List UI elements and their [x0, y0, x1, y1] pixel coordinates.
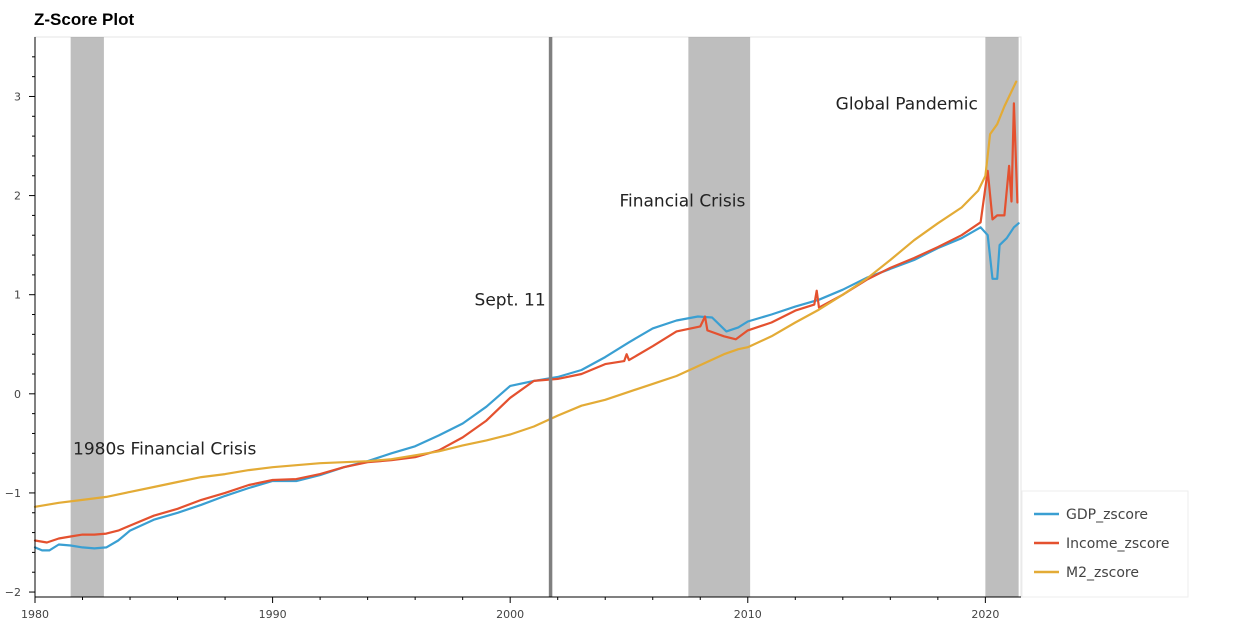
x-tick-label: 2000: [496, 608, 524, 621]
y-tick-label: 0: [14, 388, 21, 401]
annotation-label-3: Global Pandemic: [836, 94, 978, 114]
y-tick-label: 2: [14, 190, 21, 203]
chart-title: Z-Score Plot: [34, 10, 134, 29]
annotation-label-2: Financial Crisis: [619, 192, 745, 212]
x-tick-label: 1990: [259, 608, 287, 621]
legend-label-1: Income_zscore: [1066, 536, 1169, 552]
shaded-region-0: [70, 37, 104, 597]
legend: GDP_zscore Income_zscore M2_zscore: [1021, 490, 1189, 598]
legend-label-0: GDP_zscore: [1066, 507, 1148, 523]
annotation-label-1: Sept. 11: [475, 291, 546, 311]
shaded-regions: [70, 37, 1019, 597]
y-tick-label: −1: [5, 487, 21, 500]
y-tick-label: 1: [14, 289, 21, 302]
y-tick-label: −2: [5, 586, 21, 599]
axes: −2 −1 0 1 2 3 1980 1990 2000 2010 2020: [5, 37, 1021, 621]
plot-frame: [34, 36, 1022, 598]
annotations: 1980s Financial Crisis Sept. 11 Financial …: [73, 94, 978, 459]
annotation-label-0: 1980s Financial Crisis: [73, 439, 257, 459]
x-tick-label: 2020: [971, 608, 999, 621]
series-line-income-zscore: [33, 102, 1019, 544]
legend-label-2: M2_zscore: [1066, 565, 1139, 581]
series-line-m2-zscore: [33, 80, 1018, 508]
x-tick-label: 2010: [734, 608, 762, 621]
x-tick-label: 1980: [21, 608, 49, 621]
series-lines: [33, 80, 1020, 552]
y-tick-label: 3: [14, 90, 21, 103]
